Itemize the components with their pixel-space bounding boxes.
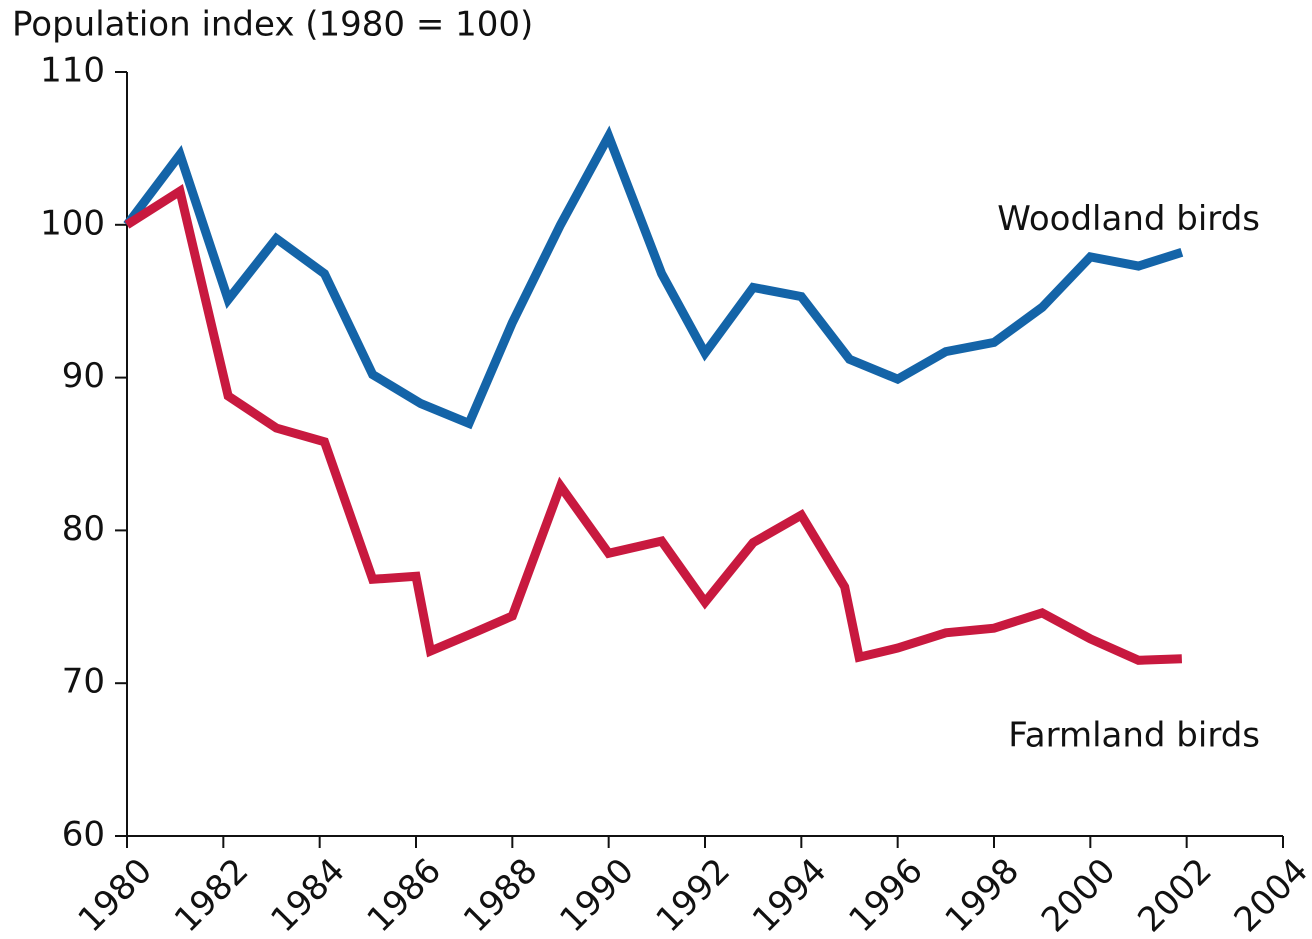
y-tick-label: 110 bbox=[40, 51, 105, 91]
x-tick-label: 1998 bbox=[938, 851, 1027, 939]
y-tick-label: 70 bbox=[62, 662, 105, 702]
x-tick-label: 1982 bbox=[167, 851, 256, 939]
series-line bbox=[123, 125, 1184, 430]
x-tick-label: 1984 bbox=[263, 851, 352, 939]
x-tick-label: 1992 bbox=[649, 851, 738, 939]
x-tick-label: 2000 bbox=[1034, 851, 1123, 939]
x-tick-label: 1994 bbox=[745, 851, 834, 939]
y-tick-label: 80 bbox=[62, 509, 105, 549]
y-tick-label: 60 bbox=[62, 815, 105, 855]
series-line bbox=[124, 183, 1183, 665]
series-label: Farmland birds bbox=[1008, 715, 1260, 755]
chart-title: Population index (1980 = 100) bbox=[12, 5, 533, 45]
x-tick-label: 1986 bbox=[360, 851, 449, 939]
y-tick-label: 90 bbox=[62, 356, 105, 396]
x-tick-label: 2002 bbox=[1130, 851, 1219, 939]
y-tick-label: 100 bbox=[40, 203, 105, 243]
x-tick-label: 2004 bbox=[1227, 851, 1312, 939]
x-tick-label: 1980 bbox=[71, 851, 160, 939]
series-label: Woodland birds bbox=[997, 199, 1260, 239]
x-tick-label: 1996 bbox=[841, 851, 930, 939]
x-tick-label: 1990 bbox=[552, 851, 641, 939]
x-tick-label: 1988 bbox=[456, 851, 545, 939]
